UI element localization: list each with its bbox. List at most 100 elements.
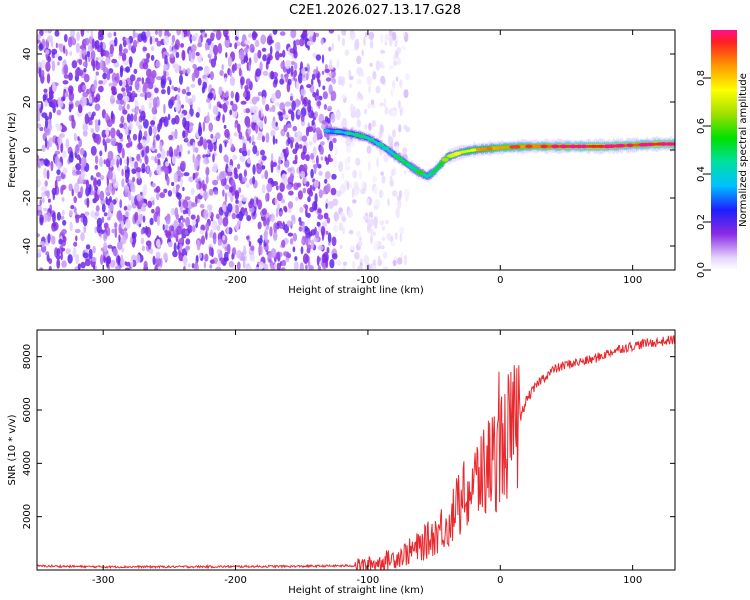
noise-speck: [130, 181, 135, 192]
noise-speck: [371, 132, 375, 139]
noise-speck: [173, 148, 178, 156]
noise-speck: [249, 106, 255, 113]
noise-speck: [363, 254, 370, 265]
noise-speck: [242, 91, 247, 98]
noise-speck: [221, 64, 224, 71]
noise-speck: [261, 89, 267, 100]
noise-speck: [62, 92, 66, 98]
noise-speck: [56, 109, 62, 116]
noise-speck: [141, 163, 146, 173]
noise-speck: [74, 144, 80, 154]
noise-speck: [395, 51, 399, 59]
noise-speck: [216, 175, 220, 182]
noise-speck: [242, 142, 246, 152]
noise-speck: [295, 80, 300, 90]
noise-speck: [137, 142, 143, 150]
noise-speck: [149, 74, 155, 85]
noise-speck: [206, 204, 213, 211]
noise-speck: [321, 253, 327, 264]
noise-speck: [320, 38, 324, 45]
noise-speck: [293, 62, 298, 71]
noise-speck: [326, 217, 331, 224]
noise-speck: [341, 117, 348, 129]
noise-speck: [264, 115, 267, 125]
noise-speck: [305, 237, 309, 246]
noise-speck: [265, 224, 270, 230]
noise-speck: [257, 238, 263, 244]
noise-speck: [238, 131, 243, 140]
noise-speck: [163, 63, 168, 72]
noise-speck: [80, 186, 84, 195]
noise-speck: [249, 254, 255, 262]
noise-speck: [75, 42, 81, 54]
noise-speck: [275, 251, 281, 260]
x-tick-label: 0: [497, 575, 503, 586]
noise-speck: [89, 120, 93, 126]
noise-speck: [202, 81, 207, 90]
noise-speck: [37, 205, 43, 211]
noise-speck: [283, 251, 288, 257]
noise-speck: [122, 91, 127, 98]
noise-speck: [325, 77, 332, 82]
noise-speck: [208, 92, 214, 99]
noise-speck: [311, 73, 316, 80]
noise-speck: [288, 78, 292, 86]
noise-speck: [180, 160, 186, 170]
noise-speck: [328, 72, 333, 77]
noise-speck: [210, 229, 213, 238]
noise-speck: [150, 54, 155, 61]
snr-y-label: SNR (10 * v/v): [7, 414, 18, 485]
noise-speck: [222, 114, 225, 123]
noise-speck: [294, 137, 301, 143]
noise-speck: [226, 156, 229, 164]
noise-speck: [261, 208, 267, 216]
noise-speck: [178, 151, 182, 157]
noise-speck: [152, 125, 157, 136]
noise-speck: [75, 100, 80, 108]
noise-speck: [234, 42, 238, 50]
noise-speck: [303, 96, 308, 107]
noise-speck: [176, 244, 180, 250]
noise-speck: [258, 110, 262, 118]
noise-speck: [368, 31, 375, 40]
noise-speck: [69, 221, 73, 232]
noise-speck: [142, 62, 149, 70]
ridge-peak: [509, 145, 517, 149]
noise-speck: [239, 194, 245, 199]
noise-speck: [321, 221, 328, 227]
colorbar-tick-label: 0.6: [696, 118, 707, 134]
noise-speck: [312, 164, 319, 169]
noise-speck: [212, 105, 218, 115]
noise-speck: [270, 160, 274, 169]
noise-speck: [146, 52, 151, 60]
noise-speck: [51, 235, 56, 245]
noise-speck: [182, 68, 186, 75]
noise-speck: [61, 228, 67, 235]
noise-speck: [186, 113, 192, 120]
noise-speck: [359, 236, 362, 242]
noise-speck: [269, 107, 272, 113]
noise-speck: [181, 88, 187, 95]
noise-speck: [381, 226, 386, 231]
noise-speck: [274, 101, 280, 107]
noise-speck: [48, 265, 52, 270]
noise-speck: [351, 187, 355, 198]
noise-speck: [187, 150, 191, 155]
noise-speck: [332, 156, 338, 168]
snr-y-ticks: 2000 4000 6000 8000: [22, 344, 675, 529]
noise-speck: [129, 236, 133, 244]
noise-speck: [391, 190, 398, 197]
noise-speck: [383, 252, 388, 259]
noise-speck: [94, 123, 100, 133]
noise-speck: [149, 217, 154, 226]
x-tick-label: -200: [224, 275, 247, 286]
noise-speck: [90, 210, 95, 218]
noise-speck: [209, 48, 213, 56]
noise-speck: [197, 106, 201, 114]
noise-speck: [129, 62, 132, 68]
noise-speck: [62, 126, 68, 132]
noise-speck: [137, 173, 141, 180]
noise-speck: [299, 262, 304, 270]
noise-speck: [393, 60, 398, 66]
noise-speck: [271, 105, 276, 113]
